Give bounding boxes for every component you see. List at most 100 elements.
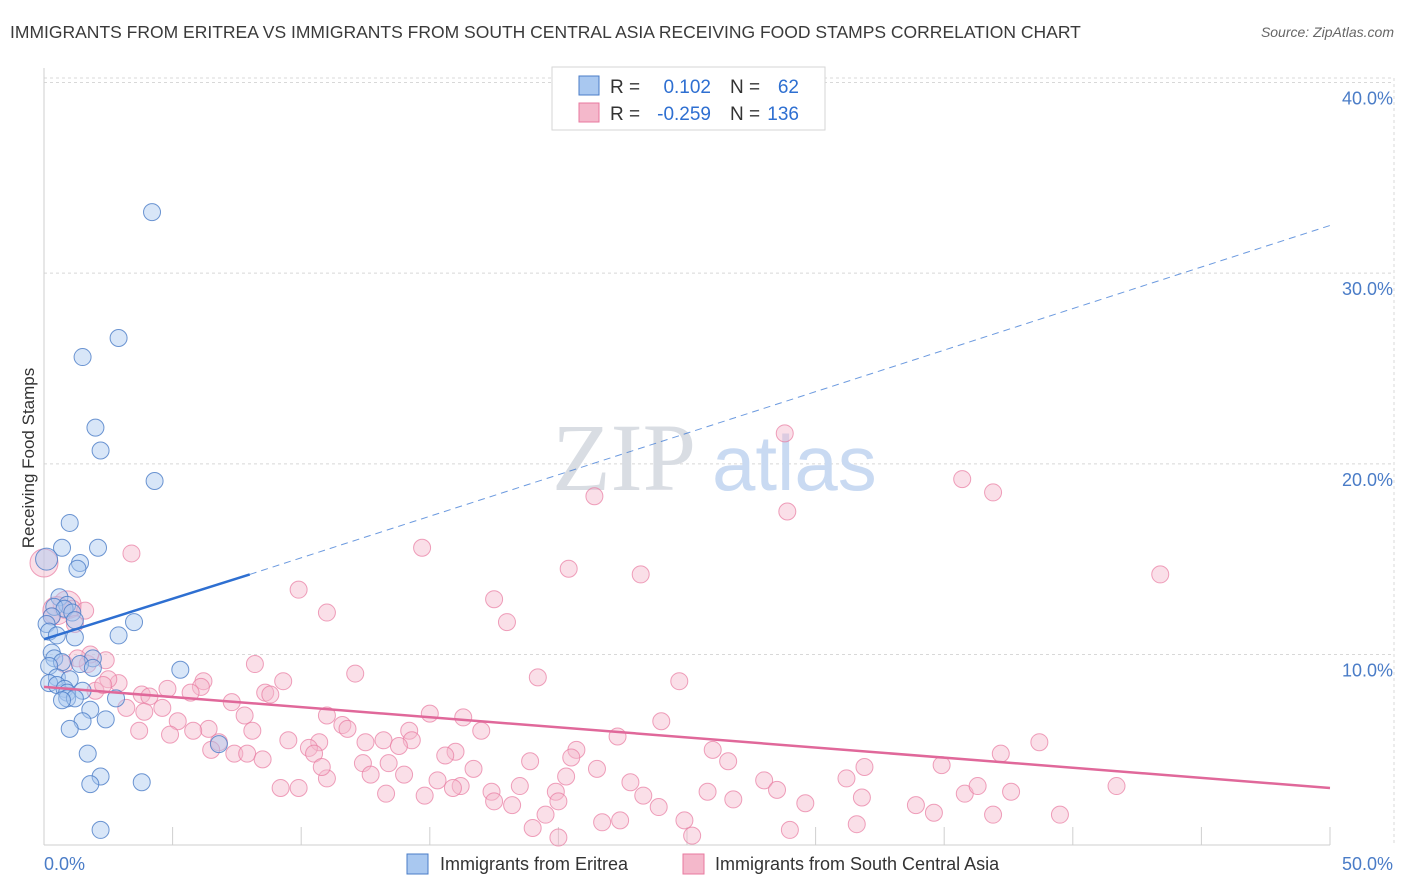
point-south-central-asia-11: [485, 590, 504, 609]
point-south-central-asia-125: [158, 679, 177, 698]
legend-n-value-2: 136: [767, 104, 799, 125]
point-south-central-asia-117: [780, 820, 799, 839]
legend-n-value-1: 62: [778, 77, 799, 98]
point-south-central-asia-62: [225, 744, 244, 763]
legend-r-value-1: 0.102: [663, 77, 711, 98]
y-axis-label: Receiving Food Stamps: [19, 368, 38, 548]
stats-legend: R = 0.102 N = 62 R = -0.259 N = 136: [551, 66, 826, 131]
point-south-central-asia-49: [338, 719, 357, 738]
point-south-central-asia-8: [631, 565, 650, 584]
point-south-central-asia-48: [243, 721, 262, 740]
point-eritrea-19: [125, 613, 144, 632]
point-eritrea-5: [145, 471, 164, 490]
point-south-central-asia-7: [559, 559, 578, 578]
point-south-central-asia-66: [253, 750, 272, 769]
point-south-central-asia-67: [703, 740, 722, 759]
point-south-central-asia-2: [984, 483, 1003, 502]
legend-n-label-1: N =: [730, 77, 760, 98]
point-south-central-asia-65: [446, 742, 465, 761]
point-south-central-asia-108: [924, 803, 943, 822]
point-south-central-asia-123: [99, 670, 118, 689]
point-eritrea-23: [109, 626, 128, 645]
point-south-central-asia-105: [796, 794, 815, 813]
point-eritrea-31: [83, 658, 102, 677]
point-south-central-asia-23: [346, 664, 365, 683]
point-south-central-asia-90: [289, 778, 308, 797]
gridlines: [44, 77, 1395, 845]
point-eritrea-8: [89, 538, 108, 557]
legend-swatch-eritrea: [578, 75, 600, 96]
axes: [43, 68, 1331, 846]
bottom-legend: Immigrants from Eritrea Immigrants from …: [406, 853, 1000, 875]
watermark-atlas: atlas: [712, 419, 877, 507]
point-south-central-asia-55: [161, 725, 180, 744]
point-south-central-asia-37: [153, 698, 172, 717]
point-eritrea-32: [171, 660, 190, 679]
point-south-central-asia-53: [374, 731, 393, 750]
point-south-central-asia-109: [536, 805, 555, 824]
point-eritrea-0: [143, 203, 162, 222]
point-south-central-asia-17: [317, 603, 336, 622]
y-tick-labels: 10.0% 20.0% 30.0% 40.0%: [1342, 89, 1393, 681]
point-south-central-asia-98: [852, 788, 871, 807]
point-south-central-asia-76: [464, 759, 483, 778]
point-south-central-asia-86: [755, 771, 774, 790]
point-south-central-asia-29: [191, 677, 210, 696]
legend-r-label-1: R =: [610, 77, 640, 98]
point-south-central-asia-42: [168, 712, 187, 731]
point-south-central-asia-0: [775, 424, 794, 443]
point-south-central-asia-75: [855, 757, 874, 776]
point-south-central-asia-47: [184, 721, 203, 740]
y-tick-label-0: 10.0%: [1342, 661, 1393, 681]
point-eritrea-18: [65, 611, 84, 630]
point-south-central-asia-83: [557, 767, 576, 786]
point-south-central-asia-97: [377, 784, 396, 803]
source-note: Source: ZipAtlas.com: [1260, 24, 1394, 40]
legend-n-label-2: N =: [730, 104, 760, 125]
point-eritrea-47: [60, 719, 79, 738]
point-eritrea-46: [96, 710, 115, 729]
point-south-central-asia-100: [968, 777, 987, 796]
point-south-central-asia-84: [317, 769, 336, 788]
point-south-central-asia-124: [135, 702, 154, 721]
point-south-central-asia-88: [837, 769, 856, 788]
point-south-central-asia-102: [1107, 777, 1126, 796]
y-tick-label-1: 20.0%: [1342, 470, 1393, 490]
point-south-central-asia-82: [395, 765, 414, 784]
point-south-central-asia-41: [454, 708, 473, 727]
x-tick-label-min: 0.0%: [44, 854, 85, 874]
bottom-legend-swatch-eritrea: [406, 853, 429, 875]
legend-r-value-2: -0.259: [657, 104, 711, 125]
point-south-central-asia-21: [245, 655, 264, 674]
point-eritrea-2: [73, 348, 92, 367]
point-south-central-asia-27: [274, 672, 293, 691]
point-south-central-asia-81: [361, 765, 380, 784]
point-south-central-asia-133: [503, 796, 522, 815]
point-south-central-asia-6: [122, 544, 141, 563]
point-south-central-asia-92: [510, 777, 529, 796]
point-south-central-asia-60: [356, 733, 375, 752]
point-eritrea-53: [91, 820, 110, 839]
point-south-central-asia-57: [310, 733, 329, 752]
point-eritrea-52: [81, 775, 100, 794]
point-eritrea-12: [50, 588, 69, 607]
point-south-central-asia-1: [953, 470, 972, 489]
point-eritrea-50: [91, 767, 110, 786]
point-south-central-asia-52: [279, 731, 298, 750]
point-south-central-asia-119: [683, 826, 702, 845]
bottom-legend-swatch-south-central-asia: [682, 853, 705, 875]
point-south-central-asia-69: [436, 746, 455, 765]
point-south-central-asia-96: [415, 786, 434, 805]
point-eritrea-3: [86, 418, 105, 437]
y-tick-label-2: 30.0%: [1342, 279, 1393, 299]
point-south-central-asia-87: [621, 773, 640, 792]
point-south-central-asia-25: [670, 672, 689, 691]
point-eritrea-49: [78, 744, 97, 763]
point-south-central-asia-63: [238, 744, 257, 763]
point-south-central-asia-111: [984, 805, 1003, 824]
point-south-central-asia-118: [549, 828, 568, 847]
point-south-central-asia-95: [634, 786, 653, 805]
series-eritrea-points: [35, 203, 228, 839]
trend-eritrea: [43, 573, 251, 641]
